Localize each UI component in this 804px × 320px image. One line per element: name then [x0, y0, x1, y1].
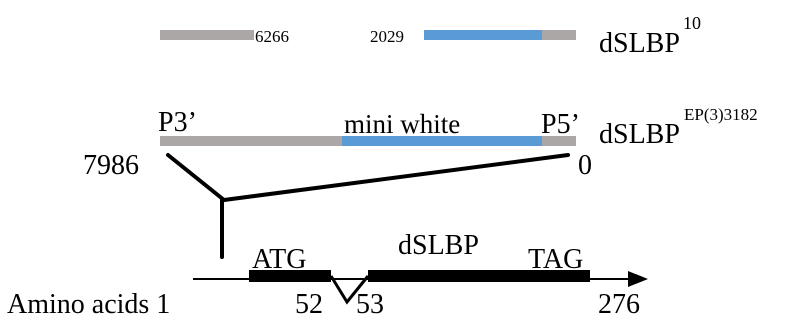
right-coordinate: 0 — [578, 150, 592, 181]
left-fragment-number: 6266 — [255, 27, 289, 46]
allele-superscript: 10 — [683, 13, 701, 33]
p3-end-label: P3’ — [158, 107, 197, 138]
mini-white-label: mini white — [344, 109, 460, 139]
connector-right-line — [222, 153, 570, 202]
allele-dslbp10: 6266 2029 dSLBP 10 — [160, 13, 701, 59]
p-element-right-bar — [542, 136, 576, 146]
exon-1-box — [249, 270, 331, 282]
start-codon-label: ATG — [252, 244, 306, 275]
allele-superscript: EP(3)3182 — [684, 105, 758, 124]
last-residue: 276 — [598, 289, 640, 320]
right-fragment-blue-bar — [424, 30, 542, 40]
gene-model: ATG dSLBP TAG Amino acids 1 52 53 276 — [7, 230, 648, 320]
stop-codon-label: TAG — [528, 244, 583, 275]
insertion-connector — [166, 153, 570, 259]
allele-name: dSLBP — [599, 28, 680, 59]
left-coordinate: 7986 — [83, 150, 139, 181]
gene-axis-arrowhead — [628, 271, 648, 287]
gene-name-label: dSLBP — [398, 230, 479, 261]
exon2-start-residue: 53 — [356, 289, 384, 320]
amino-acids-label: Amino acids 1 — [7, 289, 170, 320]
mini-white-bar — [342, 136, 542, 146]
p-element-left-bar — [160, 136, 342, 146]
connector-left-line — [166, 153, 226, 202]
intron-line — [329, 275, 370, 305]
allele-name: dSLBP — [599, 119, 680, 150]
exon1-end-residue: 52 — [295, 289, 323, 320]
exon-2-box — [368, 270, 590, 282]
allele-ep3182: P3’ mini white P5’ dSLBP EP(3)3182 7986 … — [83, 105, 758, 181]
right-fragment-gray-bar — [542, 30, 576, 40]
right-fragment-number: 2029 — [370, 27, 404, 46]
p5-end-label: P5’ — [541, 109, 580, 140]
left-fragment-bar — [160, 30, 254, 40]
